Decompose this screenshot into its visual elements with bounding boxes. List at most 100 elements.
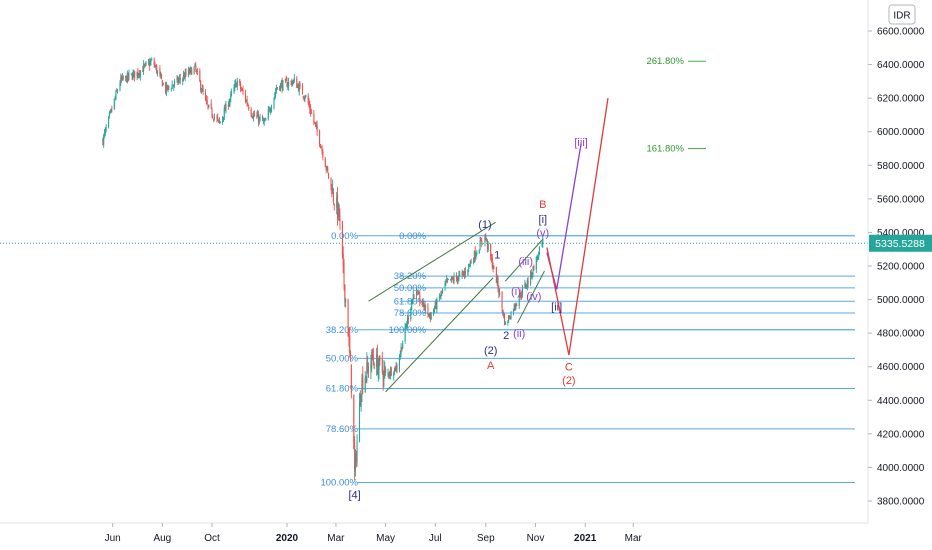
candle-body — [446, 278, 449, 281]
candle-body — [178, 78, 181, 79]
candle-body — [537, 257, 539, 259]
candle-body — [199, 70, 201, 82]
candle-body — [530, 272, 532, 277]
candle-body — [530, 271, 532, 284]
candle-body — [349, 354, 352, 362]
price-tick-label: 6400.0000 — [877, 60, 925, 71]
candle-body — [468, 263, 470, 269]
candle-body — [268, 108, 270, 110]
price-tick-label: 6000.0000 — [877, 127, 925, 138]
candle-body — [424, 305, 427, 311]
candle-body — [361, 378, 363, 394]
price-tick-label: 4800.0000 — [877, 329, 925, 340]
candle-body — [377, 366, 379, 375]
candle-body — [473, 251, 475, 262]
price-axis[interactable]: 3800.0000 4000.0000 4200.0000 4400.0000 4600… — [868, 27, 925, 508]
time-axis[interactable]: Jun Aug Oct 2020 Mar May Jul Sep Nov 2021 Mar — [105, 523, 643, 544]
candle-body — [265, 119, 267, 121]
candle-body — [212, 116, 214, 118]
price-tick-label: 6200.0000 — [877, 94, 925, 105]
candle-body — [507, 322, 509, 323]
candle-body — [195, 65, 197, 70]
candle-body — [480, 240, 482, 242]
currency-badge-box — [888, 4, 916, 25]
candle-body — [503, 314, 505, 316]
candle-body — [348, 335, 350, 338]
candle-body — [178, 80, 180, 83]
candle-body — [464, 272, 466, 275]
candle-body — [441, 290, 443, 293]
candle-body — [257, 114, 260, 123]
candle-body — [490, 257, 493, 259]
candle-body — [450, 278, 452, 281]
candle-body — [532, 266, 534, 274]
candle-body — [421, 302, 423, 305]
fib-level-label: 100.00% — [320, 478, 358, 489]
candle-body — [509, 318, 511, 320]
candle-body — [110, 109, 112, 112]
candle-body — [453, 276, 455, 283]
candle-body — [218, 119, 220, 123]
candle-body — [411, 298, 414, 304]
wave-label: [ii] — [551, 301, 562, 313]
candle-body — [389, 374, 391, 376]
candle-body — [470, 261, 472, 263]
candle-body — [262, 120, 264, 121]
wave-label: B — [539, 199, 546, 211]
candle-body — [176, 77, 178, 81]
candle-body — [339, 215, 341, 222]
time-tick-label: Oct — [204, 533, 220, 544]
candle-body — [297, 85, 299, 91]
candle-body — [293, 78, 295, 81]
candle-body — [442, 289, 444, 292]
candle-body — [319, 144, 321, 148]
price-tick-label: 3800.0000 — [877, 497, 925, 508]
fib-level-label: 50.00% — [394, 283, 427, 294]
candle-body — [262, 116, 264, 121]
candle-layer — [102, 57, 544, 481]
candle-body — [144, 63, 146, 66]
candle-body — [504, 321, 506, 325]
candle-body — [217, 116, 219, 119]
fib-level-label: 38.20% — [326, 325, 359, 336]
candle-body — [168, 86, 170, 88]
candle-body — [264, 120, 266, 122]
candle-body — [445, 281, 447, 285]
candle-body — [315, 125, 317, 127]
candle-body — [314, 121, 316, 123]
candle-body — [447, 278, 449, 280]
candle-body — [464, 271, 466, 275]
candle-body — [156, 70, 159, 74]
candle-body — [314, 122, 317, 125]
candle-body — [143, 64, 145, 66]
candle-body — [236, 80, 238, 87]
candle-body — [302, 95, 304, 98]
price-tick-label: 4200.0000 — [877, 429, 925, 440]
candle-body — [393, 373, 395, 377]
candle-body — [228, 102, 230, 106]
candle-body — [410, 308, 412, 320]
wave-label: [iii] — [574, 137, 587, 149]
candle-body — [508, 316, 510, 322]
candle-body — [525, 284, 527, 287]
candle-body — [179, 78, 181, 80]
candle-body — [134, 71, 136, 78]
currency-badge[interactable]: IDR — [888, 4, 916, 25]
candle-body — [275, 91, 277, 94]
candle-body — [320, 147, 322, 149]
candle-body — [411, 302, 413, 311]
candle-body — [376, 354, 378, 367]
candle-body — [121, 77, 123, 80]
candle-body — [336, 194, 339, 218]
candle-body — [145, 62, 147, 64]
candle-body — [256, 115, 258, 117]
candle-body — [433, 307, 436, 312]
candle-body — [531, 273, 533, 278]
candle-body — [316, 124, 318, 132]
candle-body — [222, 117, 225, 119]
candle-body — [121, 76, 123, 80]
wave-label: (2) — [484, 345, 497, 357]
